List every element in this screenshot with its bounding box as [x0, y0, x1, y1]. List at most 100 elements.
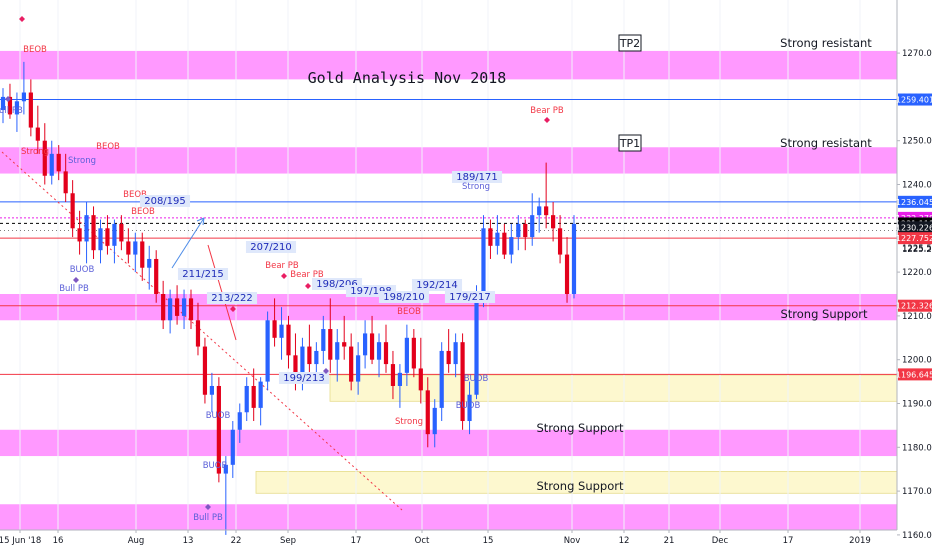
y-tick-label: 1190.000 [902, 400, 932, 410]
annotation-box [245, 241, 297, 253]
annotation-label: Strong [395, 417, 423, 427]
candle [418, 368, 423, 391]
candle [202, 346, 208, 395]
candle [474, 294, 479, 395]
annotation-box [278, 372, 330, 384]
candle [411, 337, 416, 369]
signal-marker [205, 504, 211, 510]
annotation-label: Bull PB [0, 106, 23, 116]
annotation-label: 207/210 [250, 242, 292, 253]
candle [84, 215, 89, 242]
zone-6 [329, 374, 898, 402]
price-tag-label: 1196.645 [896, 370, 932, 379]
x-tick-label: 17 [351, 536, 362, 546]
candle [63, 171, 68, 194]
price-tag-label: 1212.326 [896, 302, 932, 311]
candle [571, 223, 577, 294]
x-tick-label: 2019 [849, 536, 871, 546]
trend-arrow-up [171, 217, 205, 269]
signal-marker [230, 306, 236, 312]
candle [453, 342, 458, 365]
candle [223, 464, 228, 474]
annotation-box [451, 171, 503, 183]
annotation-label: 198/206 [316, 279, 358, 290]
price-tag-label: 1259.401 [896, 96, 932, 105]
candle [230, 429, 235, 465]
x-tick-label: 15 [483, 536, 494, 546]
annotation-label: BEOB [123, 190, 147, 200]
candle [356, 355, 361, 382]
candle [126, 241, 131, 255]
annotation-label: 189/171 [456, 172, 498, 183]
signal-marker [73, 277, 79, 283]
candle [140, 241, 145, 268]
candle [244, 385, 249, 413]
annotation-label: Strong [21, 147, 49, 157]
candle [432, 407, 437, 435]
price-tag [898, 93, 932, 106]
y-tick-label: 1240.000 [902, 181, 932, 191]
candle [300, 346, 305, 378]
annotation-box [444, 291, 496, 303]
zone-label: Strong Support [780, 307, 868, 321]
x-tick-label: 21 [664, 536, 675, 546]
candle [35, 127, 40, 141]
annotation-label: BEOB [23, 45, 47, 55]
x-tick-label: 13 [183, 536, 194, 546]
signal-marker [281, 273, 287, 279]
candle [168, 298, 173, 321]
candle [439, 350, 444, 408]
candle [279, 324, 284, 338]
candle [321, 329, 326, 351]
candle [307, 346, 312, 365]
y-tick-label: 1210.000 [902, 312, 932, 322]
annotation-label: BEOB [131, 207, 155, 217]
annotation-label: BEOB [96, 142, 120, 152]
x-tick-label: Sep [280, 536, 296, 546]
candle [328, 329, 333, 360]
candle [314, 350, 319, 365]
candle [91, 215, 96, 251]
zone-5 [0, 504, 897, 531]
annotation-label: 211/215 [182, 269, 224, 280]
candle [133, 241, 138, 255]
candle [14, 101, 20, 115]
candle [481, 228, 486, 294]
y-tick-label: 1180.000 [902, 443, 932, 453]
x-tick-label: Nov [564, 536, 581, 546]
candle [272, 320, 277, 338]
y-tick-label: 1220.000 [902, 268, 932, 278]
candle [0, 96, 6, 111]
candle [467, 394, 472, 422]
candle [530, 215, 535, 238]
annotation-label: Bear PB [290, 270, 324, 280]
candle [251, 385, 256, 408]
target-label: TP1 [619, 137, 640, 150]
price-tag-label: 1230.226 [896, 223, 932, 232]
candle [293, 355, 298, 378]
candle [523, 223, 528, 238]
candle [147, 258, 152, 268]
x-tick-label: 22 [231, 536, 242, 546]
candle [265, 320, 270, 382]
candle [425, 390, 430, 435]
annotation-label: Bear PB [530, 106, 564, 116]
annotation-box [139, 195, 191, 207]
candle [112, 223, 117, 246]
candle [376, 342, 382, 360]
signal-marker [305, 283, 311, 289]
candle [460, 342, 465, 422]
annotation-box [411, 279, 463, 291]
y-tick-label: 1270.000 [902, 49, 932, 59]
signal-marker [5, 96, 11, 102]
candle [369, 333, 375, 360]
annotation-label: Bull PB [59, 284, 89, 294]
candle [509, 237, 514, 255]
target-box [618, 134, 642, 152]
candle [195, 320, 201, 347]
annotation-box [378, 291, 430, 303]
zone-label: Strong Support [536, 479, 624, 493]
annotation-label: 208/195 [144, 196, 186, 207]
